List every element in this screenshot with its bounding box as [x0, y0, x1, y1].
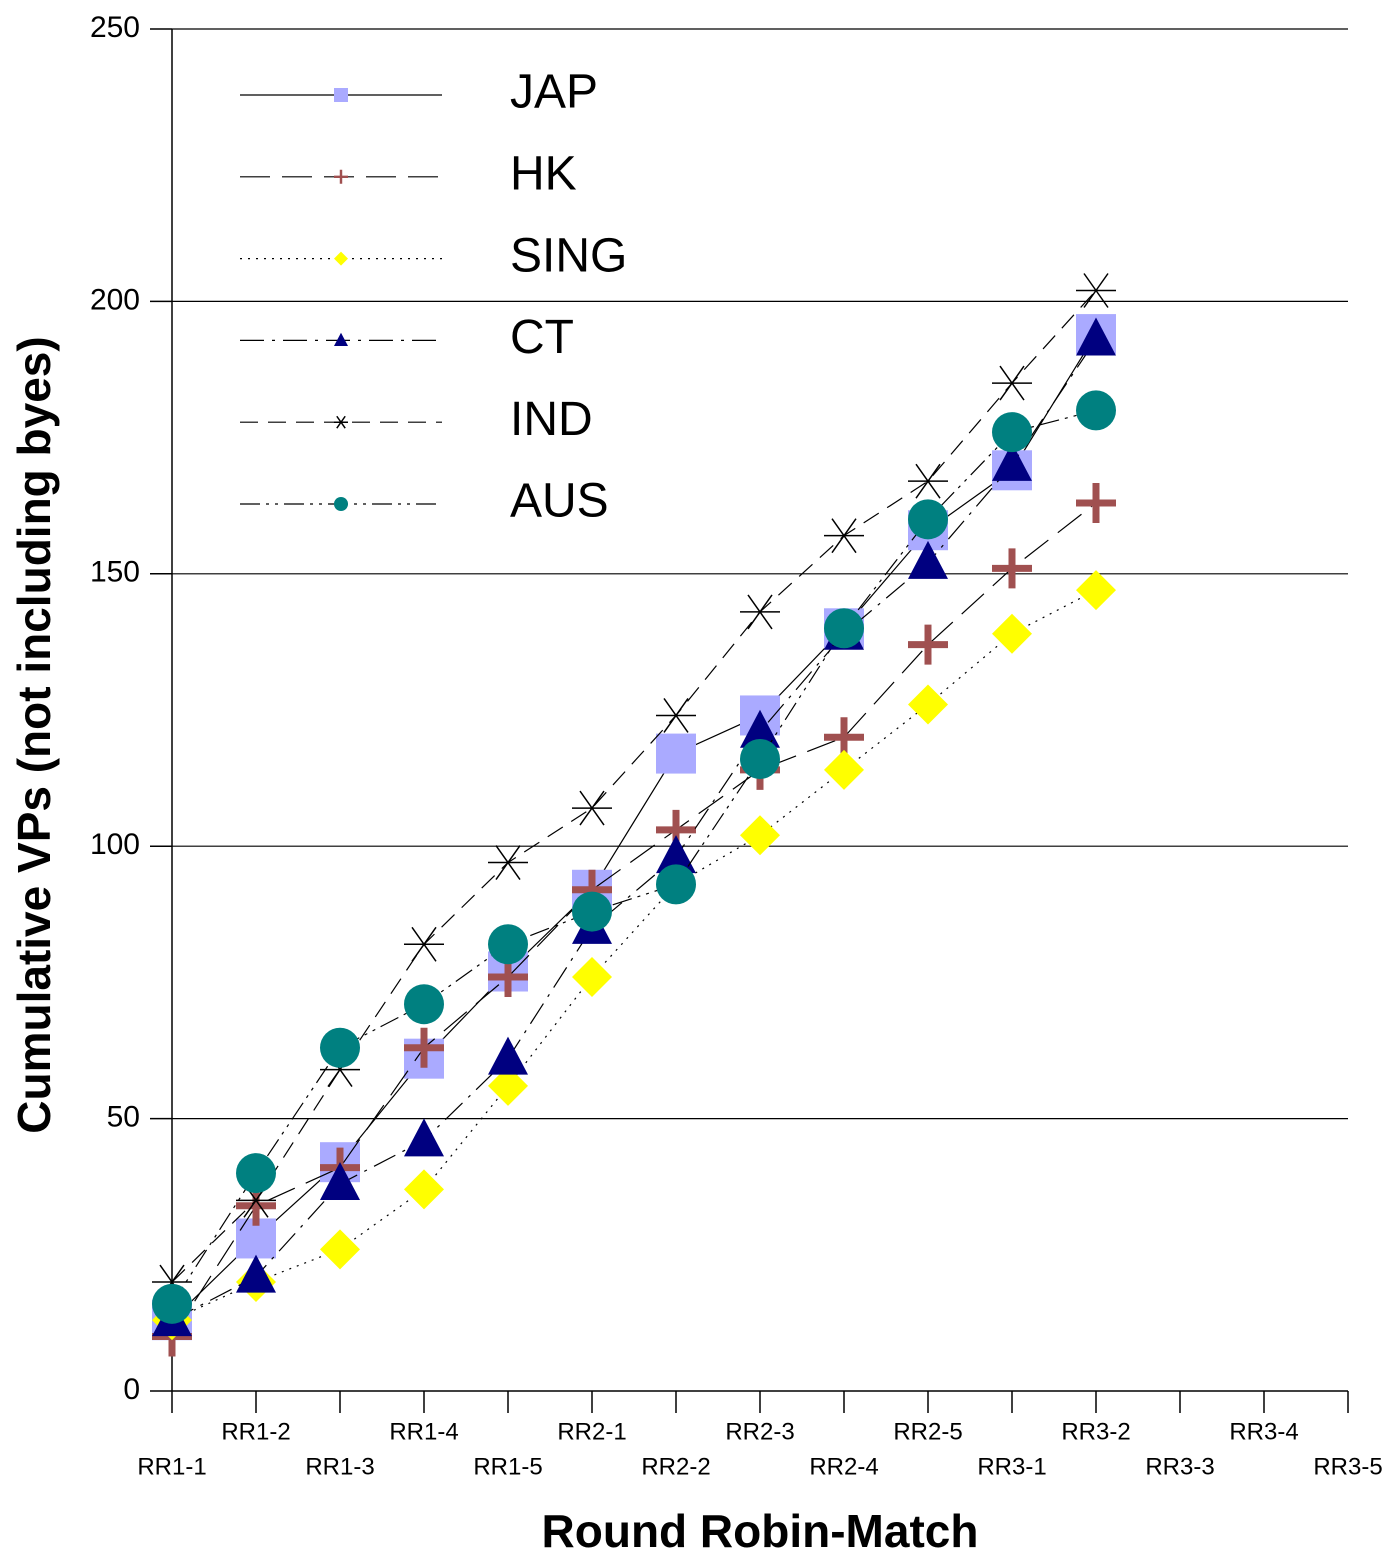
marker: [740, 815, 780, 856]
marker: [908, 463, 948, 499]
y-tick-label: 100: [90, 828, 140, 861]
marker: [488, 845, 528, 880]
marker: [824, 717, 864, 758]
legend-label: CT: [510, 311, 574, 364]
y-tick-label: 250: [90, 11, 140, 44]
marker: [656, 864, 696, 905]
y-tick-label: 150: [90, 556, 140, 589]
marker: [908, 540, 948, 579]
marker: [320, 1161, 360, 1200]
marker: [572, 891, 612, 932]
series-line: [171, 502, 1097, 1337]
x-tick-label: RR1-5: [473, 1453, 542, 1480]
x-tick-label: RR2-4: [809, 1453, 878, 1480]
marker: [1076, 570, 1116, 611]
x-tick-label: RR3-5: [1313, 1453, 1382, 1480]
marker: [908, 684, 948, 725]
x-tick-label: RR2-5: [893, 1418, 962, 1445]
marker: [334, 251, 348, 266]
series-line: [171, 589, 1097, 1321]
marker: [656, 698, 696, 733]
y-tick-label: 200: [90, 283, 140, 316]
legend-label: HK: [510, 147, 577, 200]
marker: [320, 1229, 360, 1270]
marker: [334, 332, 348, 346]
series-line: [171, 339, 1097, 1321]
marker: [656, 733, 696, 774]
marker: [488, 1065, 528, 1106]
marker: [488, 924, 528, 965]
series-line: [171, 333, 1097, 1321]
marker: [236, 1254, 276, 1293]
series-line: [171, 290, 1097, 1283]
x-tick-label: RR1-4: [389, 1418, 458, 1445]
marker: [656, 809, 696, 850]
marker: [908, 624, 948, 665]
marker: [236, 1185, 276, 1226]
x-tick-label: RR3-2: [1061, 1418, 1130, 1445]
marker: [1076, 482, 1116, 523]
x-tick-label: RR3-1: [977, 1453, 1046, 1480]
x-tick-label: RR2-3: [725, 1418, 794, 1445]
x-tick-label: RR2-1: [557, 1418, 626, 1445]
legend-label: IND: [510, 393, 593, 446]
marker: [1076, 273, 1116, 308]
x-tick-label: RR1-1: [137, 1453, 206, 1480]
marker: [488, 956, 528, 997]
marker: [656, 835, 696, 874]
marker: [572, 790, 612, 826]
legend-label: JAP: [510, 66, 598, 119]
marker: [236, 1153, 276, 1194]
legend-label: SING: [510, 229, 627, 282]
marker: [992, 412, 1032, 453]
marker: [824, 518, 864, 554]
marker: [740, 739, 780, 780]
marker: [824, 608, 864, 649]
x-tick-label: RR3-3: [1145, 1453, 1214, 1480]
y-tick-label: 50: [107, 1101, 140, 1134]
marker: [992, 365, 1032, 401]
marker: [320, 1027, 360, 1068]
series-line: [171, 409, 1097, 1305]
marker: [334, 415, 348, 429]
marker: [572, 956, 612, 997]
x-tick-label: RR3-4: [1229, 1418, 1298, 1445]
marker: [334, 88, 348, 102]
marker: [740, 709, 780, 748]
marker: [824, 749, 864, 790]
marker: [404, 1027, 444, 1068]
marker: [908, 499, 948, 540]
x-tick-label: RR2-2: [641, 1453, 710, 1480]
marker: [152, 1283, 192, 1324]
marker: [740, 594, 780, 630]
marker: [404, 984, 444, 1025]
marker: [992, 613, 1032, 654]
marker: [404, 1169, 444, 1210]
x-axis-title: Round Robin-Match: [542, 1505, 979, 1555]
marker: [1076, 390, 1116, 431]
marker: [334, 497, 348, 511]
marker: [1076, 317, 1116, 356]
marker: [992, 548, 1032, 589]
y-axis-title: Cumulative VPs (not including byes): [8, 336, 60, 1133]
x-tick-label: RR1-3: [305, 1453, 374, 1480]
marker: [488, 1036, 528, 1075]
x-tick-label: RR1-2: [221, 1418, 290, 1445]
marker: [572, 869, 612, 910]
y-tick-label: 0: [123, 1373, 140, 1406]
legend-label: AUS: [510, 475, 609, 528]
marker: [334, 169, 348, 184]
marker: [404, 926, 444, 962]
marker: [992, 442, 1032, 481]
marker: [404, 1118, 444, 1157]
